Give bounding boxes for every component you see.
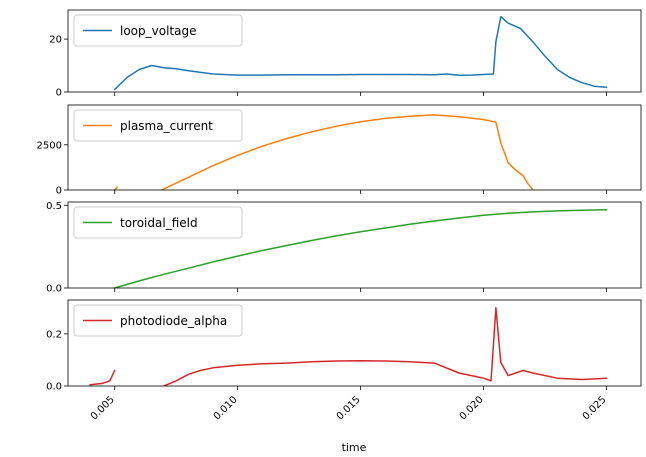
legend-label: photodiode_alpha bbox=[120, 314, 227, 328]
x-tick-label: 0.025 bbox=[581, 394, 609, 422]
plot-area bbox=[89, 307, 608, 386]
panel-loop-voltage: 0 20 loop_voltage bbox=[49, 9, 642, 99]
axes-frame bbox=[67, 299, 642, 387]
legend: plasma_current bbox=[73, 109, 243, 142]
x-tick-label: 0.015 bbox=[335, 394, 363, 422]
y-tick-label: 0.0 bbox=[46, 284, 62, 295]
series-line-plasma-current-segment-1 bbox=[160, 114, 534, 190]
y-tick-label: 0 bbox=[56, 186, 62, 197]
plot-area bbox=[113, 15, 608, 91]
series-line-loop-voltage bbox=[113, 15, 608, 91]
series-line-photodiode-alpha-segment-1 bbox=[163, 307, 608, 386]
y-tick-label: 0.0 bbox=[46, 382, 62, 393]
axes-frame bbox=[67, 201, 642, 289]
legend-box bbox=[73, 109, 243, 142]
series-line-plasma-current-segment-0 bbox=[113, 186, 118, 190]
legend-box bbox=[73, 14, 243, 47]
x-tick-label: 0.020 bbox=[458, 394, 486, 422]
y-tick-label: 2500 bbox=[37, 140, 62, 151]
legend-label: loop_voltage bbox=[120, 24, 196, 38]
x-axis-label: time bbox=[342, 441, 367, 454]
panel-toroidal-field: 0.0 0.5 toroidal_field bbox=[46, 201, 642, 295]
panel-photodiode-alpha: 0.0 0.2 photodiode_alpha bbox=[46, 299, 642, 393]
legend: toroidal_field bbox=[73, 206, 243, 239]
series-line-toroidal-field bbox=[113, 209, 608, 288]
x-axis: 0.005 0.010 0.015 0.020 0.025 bbox=[89, 394, 609, 422]
y-tick-label: 20 bbox=[49, 35, 62, 46]
axes-frame bbox=[67, 9, 642, 93]
y-tick-label: 0.5 bbox=[46, 201, 62, 212]
plot-area bbox=[113, 114, 534, 190]
x-tick-label: 0.005 bbox=[89, 394, 117, 422]
x-tick-label: 0.010 bbox=[212, 394, 240, 422]
legend: photodiode_alpha bbox=[73, 304, 243, 337]
legend-label: plasma_current bbox=[120, 119, 213, 133]
legend-label: toroidal_field bbox=[120, 216, 198, 230]
y-tick-label: 0 bbox=[56, 88, 62, 99]
legend-box bbox=[73, 304, 243, 337]
plot-area bbox=[113, 209, 608, 288]
legend-box bbox=[73, 206, 243, 239]
y-tick-label: 0.2 bbox=[46, 329, 62, 340]
panels: 0 20 loop_voltage 0 2500 plasma_current 0.0 0.5… bbox=[37, 9, 642, 393]
legend: loop_voltage bbox=[73, 14, 243, 47]
series-line-photodiode-alpha-segment-0 bbox=[89, 369, 116, 386]
panel-plasma-current: 0 2500 plasma_current bbox=[37, 104, 642, 197]
axes-frame bbox=[67, 104, 642, 191]
